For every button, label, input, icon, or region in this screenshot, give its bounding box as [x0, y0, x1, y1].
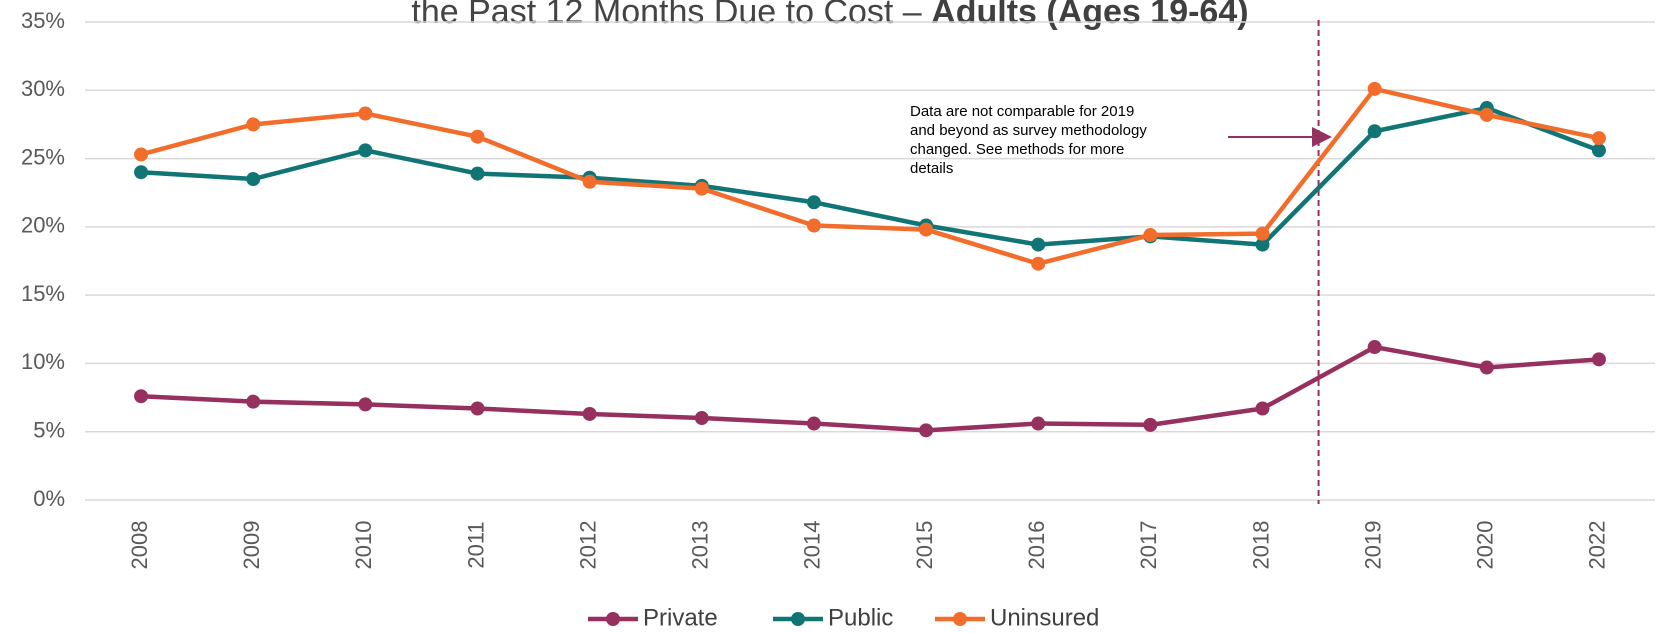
data-point [358, 106, 373, 121]
y-tick-label: 0% [33, 486, 65, 511]
data-point [1479, 360, 1494, 375]
legend-marker [953, 612, 967, 626]
x-tick-label: 2019 [1360, 521, 1385, 570]
legend-item: Uninsured [935, 604, 1099, 631]
y-tick-label: 5% [33, 418, 65, 443]
data-point [694, 181, 709, 196]
chart-title: the Past 12 Months Due to Cost – Adults … [411, 0, 1248, 31]
x-tick-label: 2022 [1585, 521, 1610, 570]
y-tick-label: 25% [21, 144, 65, 169]
annotation-text: and beyond as survey methodology [910, 122, 1147, 139]
x-tick-label: 2012 [575, 521, 600, 570]
data-point [246, 394, 261, 409]
legend-item: Private [588, 604, 718, 631]
data-point [1367, 81, 1382, 96]
data-point [582, 406, 597, 421]
data-point [1255, 226, 1270, 241]
y-tick-label: 15% [21, 281, 65, 306]
data-point [470, 401, 485, 416]
x-tick-label: 2020 [1473, 521, 1498, 570]
annotation-text: changed. See methods for more [910, 141, 1124, 158]
annotation-text: details [910, 160, 953, 177]
data-point [1367, 124, 1382, 139]
x-tick-label: 2018 [1248, 521, 1273, 570]
data-point [134, 389, 149, 404]
x-tick-label: 2014 [800, 521, 825, 570]
data-point [358, 143, 373, 158]
x-tick-label: 2008 [127, 521, 152, 570]
data-point [1031, 416, 1046, 431]
data-point [470, 129, 485, 144]
data-point [806, 416, 821, 431]
title-text: the Past 12 Months Due to Cost – [411, 0, 931, 31]
series-line [140, 344, 1600, 433]
data-point [1255, 401, 1270, 416]
title-bold-text: Adults (Ages 19-64) [931, 0, 1248, 31]
legend-label: Public [828, 604, 893, 631]
legend-marker [791, 612, 805, 626]
data-point [1591, 352, 1606, 367]
data-point [134, 147, 149, 162]
x-tick-label: 2011 [463, 521, 488, 568]
y-tick-label: 30% [21, 76, 65, 101]
data-point [919, 222, 934, 237]
y-tick-label: 10% [21, 349, 65, 374]
data-point [246, 117, 261, 132]
data-point [806, 218, 821, 233]
data-point [1591, 143, 1606, 158]
x-tick-label: 2017 [1136, 521, 1161, 570]
data-point [1591, 131, 1606, 146]
annotation-text: Data are not comparable for 2019 [910, 103, 1134, 120]
y-tick-label: 20% [21, 213, 65, 238]
data-point [1143, 417, 1158, 432]
series-line [140, 105, 1600, 247]
data-point [1367, 340, 1382, 355]
data-point [582, 174, 597, 189]
x-tick-label: 2009 [239, 521, 264, 570]
data-point [1479, 107, 1494, 122]
data-point [1031, 256, 1046, 271]
x-tick-label: 2016 [1024, 521, 1049, 570]
data-point [1031, 237, 1046, 252]
legend-label: Uninsured [990, 604, 1099, 631]
x-tick-label: 2010 [351, 521, 376, 570]
data-point [919, 423, 934, 438]
data-point [134, 165, 149, 180]
data-point [358, 397, 373, 412]
data-point [246, 172, 261, 187]
data-point [806, 195, 821, 210]
data-point [694, 411, 709, 426]
x-tick-label: 2013 [688, 521, 713, 570]
series-line [140, 86, 1600, 266]
data-point [470, 166, 485, 181]
legend-label: Private [643, 604, 718, 631]
y-tick-label: 35% [21, 8, 65, 33]
data-point [1255, 237, 1270, 252]
legend-item: Public [773, 604, 893, 631]
data-point [1143, 228, 1158, 243]
legend-marker [606, 612, 620, 626]
x-tick-label: 2015 [912, 521, 937, 570]
